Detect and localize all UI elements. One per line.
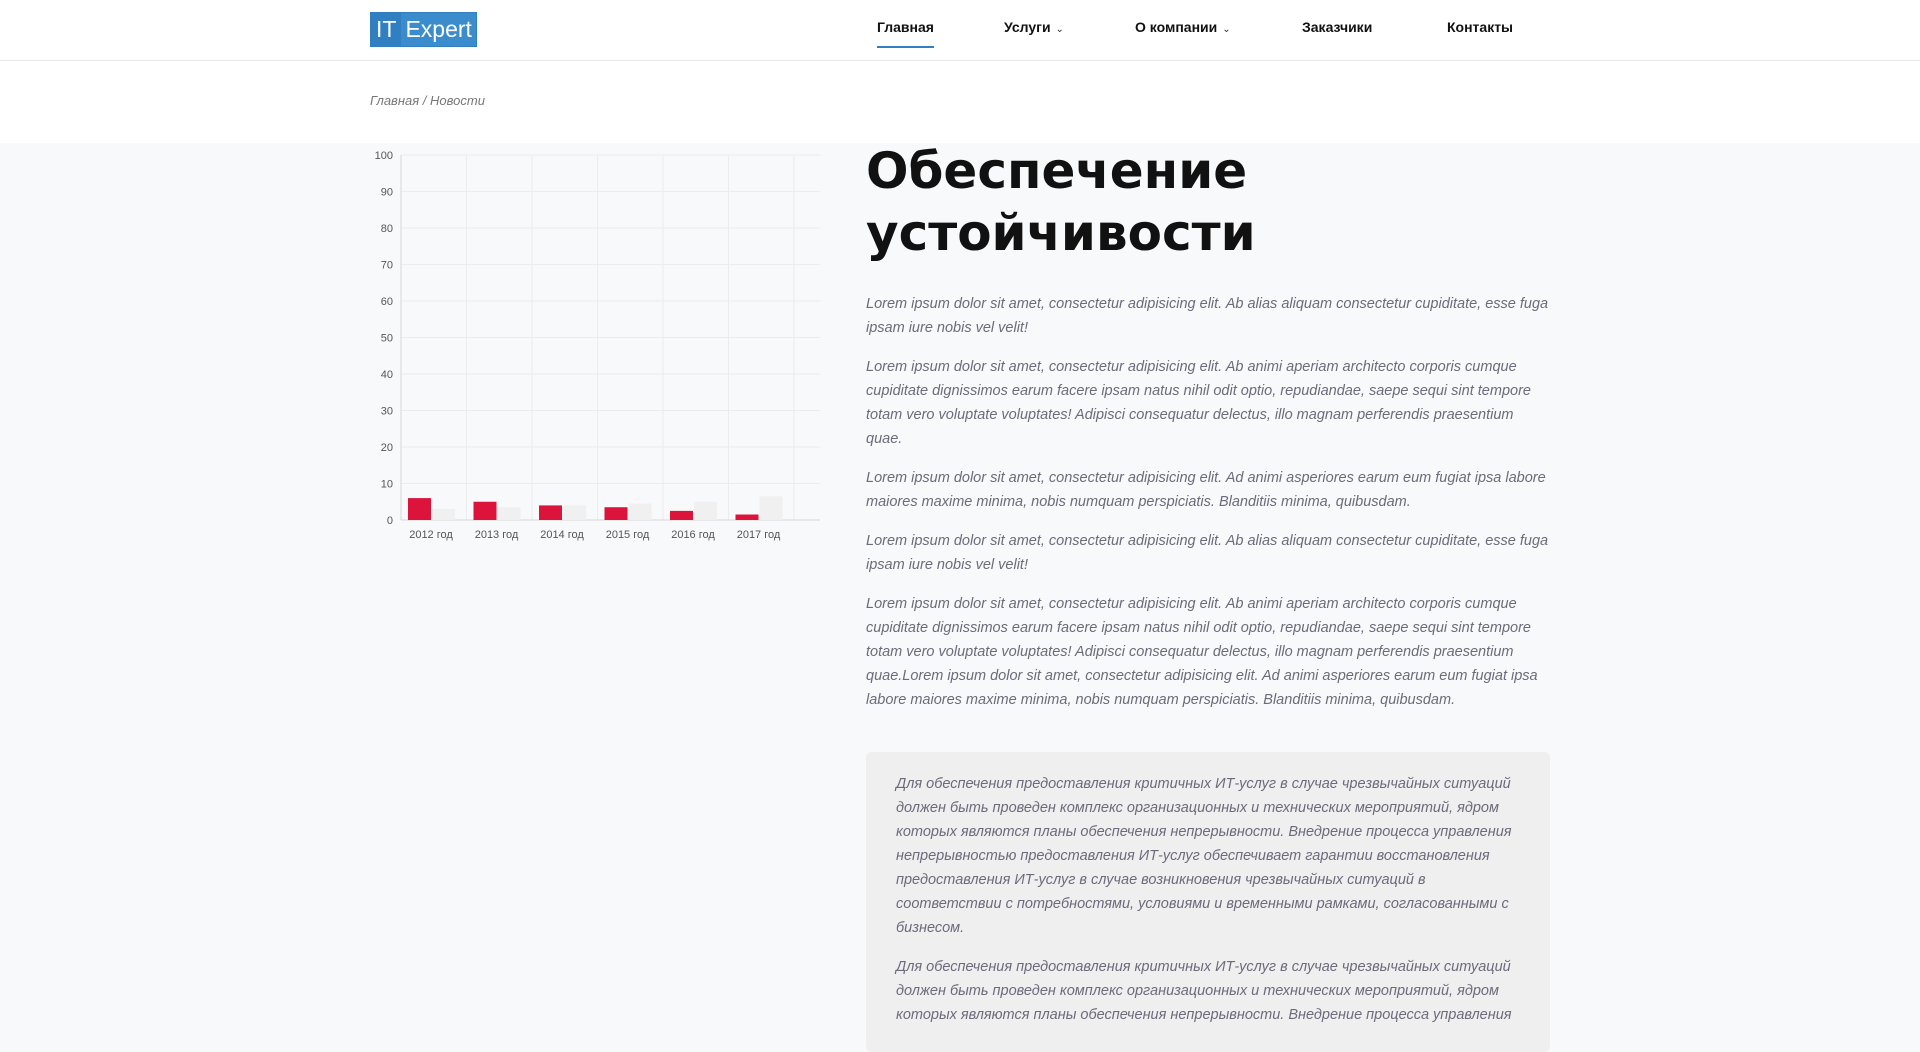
bar-chart: 0 10 20 30 40 50 60 70 80 90 100 2012 год 2013 год 20… xyxy=(375,150,820,541)
bar-series-1 xyxy=(735,514,759,520)
x-tick-label: 2014 год xyxy=(540,529,584,541)
nav-item-label: О компании xyxy=(1135,19,1218,35)
bar-series-1 xyxy=(473,501,497,520)
article-paragraph: Lorem ipsum dolor sit amet, consectetur … xyxy=(866,596,1538,708)
y-tick-label: 90 xyxy=(381,187,393,199)
breadcrumb-bar xyxy=(0,61,1920,143)
site-header: IT Expert Главная Услуги ⌄ О компании ⌄ За… xyxy=(0,0,1920,61)
y-tick-label: 100 xyxy=(375,150,393,162)
article-title: Обеспечение устойчивости xyxy=(866,140,1506,264)
y-tick-label: 10 xyxy=(381,479,393,491)
quote-paragraph: Для обеспечения предоставления критичных… xyxy=(896,959,1512,1023)
logo[interactable]: IT Expert xyxy=(370,12,477,47)
y-tick-label: 60 xyxy=(381,296,393,308)
y-tick-label: 0 xyxy=(387,515,393,527)
chevron-down-icon: ⌄ xyxy=(1055,24,1064,35)
y-tick-label: 70 xyxy=(381,260,393,272)
y-tick-label: 80 xyxy=(381,223,393,235)
nav-item-label: Контакты xyxy=(1447,19,1514,35)
nav-item-clients[interactable]: Заказчики xyxy=(1302,19,1372,35)
breadcrumb-current: Новости xyxy=(430,93,485,108)
x-tick-label: 2015 год xyxy=(606,529,650,541)
y-tick-label: 50 xyxy=(381,333,393,345)
nav-item-about[interactable]: О компании ⌄ xyxy=(1135,19,1231,35)
quote-paragraph: Для обеспечения предоставления критичных… xyxy=(896,776,1512,936)
chevron-down-icon: ⌄ xyxy=(1222,24,1231,35)
article-quote-box: Для обеспечения предоставления критичных… xyxy=(866,752,1550,1052)
article-paragraph: Lorem ipsum dolor sit amet, consectetur … xyxy=(866,533,1549,573)
article-title-line1: Обеспечение xyxy=(866,142,1248,200)
breadcrumb-home-link[interactable]: Главная xyxy=(370,93,420,108)
logo-part-it: IT xyxy=(371,13,402,46)
bar-series-1 xyxy=(539,505,562,520)
bar-series-2 xyxy=(497,507,521,520)
nav-item-label: Заказчики xyxy=(1302,19,1373,35)
article-paragraph: Lorem ipsum dolor sit amet, consectetur … xyxy=(866,359,1531,447)
bar-series-2 xyxy=(563,505,586,520)
x-tick-label: 2012 год xyxy=(409,529,453,541)
article-body: Lorem ipsum dolor sit amet, consectetur … xyxy=(866,292,1552,727)
y-tick-label: 40 xyxy=(381,369,393,381)
nav-item-services[interactable]: Услуги ⌄ xyxy=(1004,19,1064,35)
article-paragraph: Lorem ipsum dolor sit amet, consectetur … xyxy=(866,470,1546,510)
breadcrumb-separator: / xyxy=(419,93,431,108)
article-title-line2: устойчивости xyxy=(866,204,1256,262)
nav-item-label: Главная xyxy=(877,19,934,35)
nav-item-label: Услуги xyxy=(1004,19,1051,35)
logo-part-expert: Expert xyxy=(401,13,476,46)
y-tick-label: 20 xyxy=(381,442,393,454)
bar-series-1 xyxy=(408,498,431,520)
bar-series-2 xyxy=(694,501,717,520)
x-tick-label: 2017 год xyxy=(737,529,781,541)
breadcrumb: Главная / Новости xyxy=(370,93,485,108)
x-tick-label: 2016 год xyxy=(671,529,715,541)
nav-active-indicator xyxy=(877,46,934,48)
bar-series-2 xyxy=(432,509,455,520)
bar-series-1 xyxy=(670,510,693,520)
x-tick-label: 2013 год xyxy=(475,529,519,541)
bar-series-1 xyxy=(604,507,628,520)
y-tick-label: 30 xyxy=(381,406,393,418)
bar-series-2 xyxy=(628,503,652,520)
nav-item-contacts[interactable]: Контакты xyxy=(1447,19,1513,35)
bar-series-2 xyxy=(759,496,783,520)
article-paragraph: Lorem ipsum dolor sit amet, consectetur … xyxy=(866,296,1549,336)
nav-item-home[interactable]: Главная xyxy=(877,19,934,35)
